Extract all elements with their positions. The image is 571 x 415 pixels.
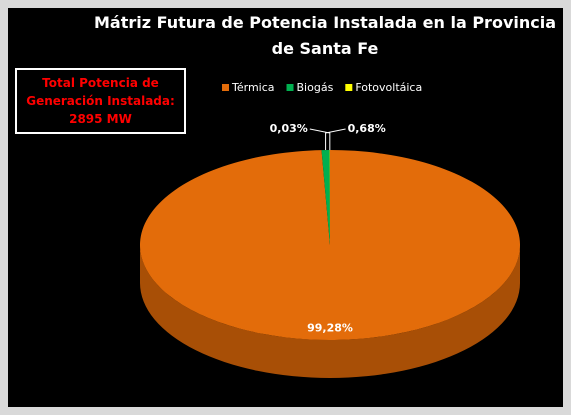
pie-slice (139, 150, 520, 341)
legend-label: Fotovoltáica (355, 81, 422, 94)
annotation: Total Potencia de Generación Instalada: … (15, 68, 186, 134)
legend-label: Térmica (231, 81, 275, 94)
data-label: 99,28% (307, 322, 353, 335)
pie-side (140, 245, 520, 378)
data-label: 0,03% (270, 122, 308, 135)
chart-title: Mátriz Futura de Potencia Instalada en l… (93, 13, 557, 58)
legend-swatch (345, 84, 353, 91)
data-label: 0,68% (348, 122, 386, 135)
leader-line (309, 128, 331, 151)
legend-swatch (222, 84, 229, 91)
pie-slice (321, 150, 330, 245)
legend-swatch (286, 84, 294, 91)
leader-line (325, 128, 346, 151)
legend-label: Biogás (297, 81, 334, 94)
